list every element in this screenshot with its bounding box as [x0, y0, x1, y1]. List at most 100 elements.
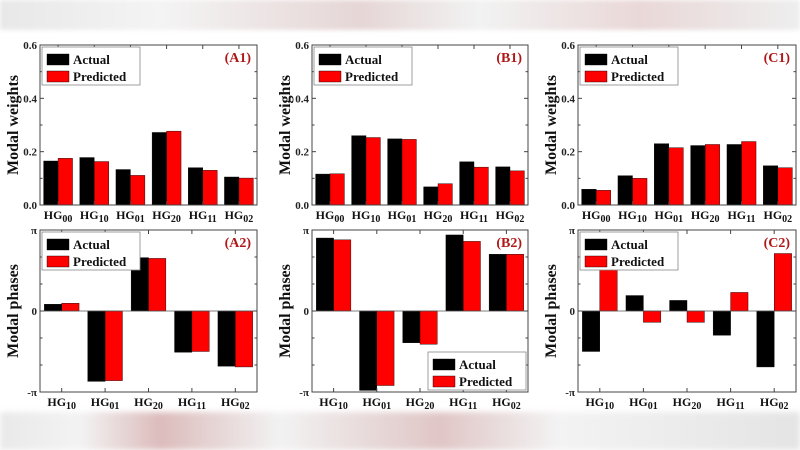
bar-actual-hg00: [581, 189, 597, 206]
x-tick-label-hg20: HG20: [134, 395, 163, 412]
legend-swatch-predicted: [46, 255, 70, 268]
panel-b1: 0.0 0.2 0.4 0.6 HG00 HG10 HG01 HG20 HG11 HG02 Moda…: [277, 40, 529, 225]
legend: Actual Predicted: [579, 231, 679, 271]
x-tick-label-hg02: HG02: [763, 208, 792, 225]
x-tick-label-hg11: HG11: [717, 395, 745, 412]
y-tick-label: 0.2: [295, 147, 309, 159]
bar-actual-hg01: [654, 143, 670, 206]
y-tick-label: 0.6: [561, 40, 575, 52]
y-axis-label: Modal phases: [277, 264, 294, 358]
y-tick-label: 0.4: [23, 93, 37, 105]
x-tick-label-hg00: HG00: [582, 208, 611, 225]
y-tick-label: 0.0: [295, 200, 309, 212]
y-tick-label: π: [31, 225, 37, 237]
legend-swatch-actual: [432, 358, 456, 371]
x-tick-label-hg20: HG20: [673, 395, 702, 412]
x-tick-label-hg02: HG02: [221, 395, 250, 412]
bar-predicted-hg20: [419, 310, 438, 345]
legend-label-predicted: Predicted: [459, 374, 513, 389]
x-tick-label-hg11: HG11: [449, 395, 477, 412]
bar-actual-hg10: [582, 310, 600, 352]
panel-label: (B2): [496, 236, 522, 251]
bar-predicted-hg20: [686, 310, 705, 323]
bar-actual-hg02: [756, 310, 775, 368]
x-tick-label-hg11: HG11: [189, 208, 217, 225]
bar-predicted-hg02: [238, 177, 254, 206]
x-tick-label-hg20: HG20: [406, 395, 435, 412]
x-tick-label-hg01: HG01: [362, 395, 391, 412]
bar-predicted-hg20: [166, 130, 182, 206]
bar-actual-hg02: [217, 310, 236, 367]
x-tick-label-hg20: HG20: [152, 208, 181, 225]
bar-predicted-hg20: [148, 258, 167, 312]
legend-swatch-actual: [318, 53, 342, 66]
legend-label-predicted: Predicted: [611, 69, 665, 84]
legend-swatch-predicted: [584, 70, 608, 83]
bar-predicted-hg11: [202, 170, 218, 206]
bar-actual-hg10: [351, 135, 367, 206]
x-tick-label-hg10: HG10: [618, 208, 647, 225]
bar-actual-hg01: [87, 310, 106, 382]
bar-predicted-hg10: [333, 239, 352, 312]
legend-box: [41, 231, 141, 271]
legend-label-predicted: Predicted: [73, 254, 127, 269]
x-tick-label-hg20: HG20: [691, 208, 720, 225]
legend-label-predicted: Predicted: [73, 69, 127, 84]
legend-box: [41, 46, 141, 86]
bar-actual-hg20: [669, 300, 688, 312]
bar-predicted-hg02: [774, 253, 792, 312]
y-tick-label: 0.6: [295, 40, 309, 52]
legend: Actual Predicted: [427, 351, 527, 391]
y-tick-label: -π: [299, 387, 309, 399]
x-tick-label-hg11: HG11: [727, 208, 755, 225]
x-tick-label-hg02: HG02: [760, 395, 789, 412]
y-tick-label: 0.2: [23, 147, 37, 159]
bar-actual-hg10: [316, 237, 334, 312]
y-tick-label: π: [569, 225, 575, 237]
y-axis-label: Modal phases: [5, 264, 22, 358]
legend-label-predicted: Predicted: [345, 69, 399, 84]
panel-a1: 0.0 0.2 0.4 0.6 HG00 HG10 HG01 HG20 HG11 HG02 Moda…: [5, 40, 258, 225]
x-tick-label-hg10: HG10: [80, 208, 109, 225]
bar-predicted-hg11: [191, 310, 210, 352]
bar-predicted-hg02: [506, 254, 524, 312]
bar-actual-hg11: [445, 234, 464, 312]
y-tick-label: 0: [304, 306, 310, 318]
bar-predicted-hg02: [777, 167, 793, 206]
x-tick-label-hg01: HG01: [629, 395, 658, 412]
bar-predicted-hg01: [376, 310, 395, 386]
x-tick-label-hg11: HG11: [460, 208, 488, 225]
legend-label-actual: Actual: [73, 52, 110, 67]
panel-c2: -π 0 π HG10 HG01 HG20 HG11 HG02 Modal phases (C2)…: [543, 225, 797, 412]
x-tick-label-hg10: HG10: [352, 208, 381, 225]
y-axis-label: Modal weights: [277, 75, 294, 175]
legend-label-actual: Actual: [611, 52, 648, 67]
legend: Actual Predicted: [313, 46, 413, 86]
y-tick-label: 0.0: [561, 200, 575, 212]
bar-predicted-hg11: [463, 241, 481, 312]
x-tick-label-hg10: HG10: [319, 395, 348, 412]
x-tick-label-hg10: HG10: [47, 395, 76, 412]
x-tick-label-hg02: HG02: [492, 395, 521, 412]
bar-predicted-hg01: [643, 310, 662, 323]
bar-predicted-hg10: [94, 161, 109, 206]
bar-predicted-hg00: [329, 173, 345, 206]
y-tick-label: π: [303, 225, 309, 237]
panel-a2: -π 0 π HG10 HG01 HG20 HG11 HG02 Modal phases (A2)…: [5, 225, 258, 412]
legend-swatch-predicted: [318, 70, 342, 83]
x-tick-label-hg02: HG02: [225, 208, 254, 225]
bar-actual-hg11: [726, 144, 742, 206]
y-tick-label: -π: [27, 387, 37, 399]
bar-predicted-hg01: [401, 139, 417, 206]
legend-swatch-predicted: [432, 375, 456, 388]
legend-swatch-actual: [46, 238, 70, 251]
bar-actual-hg20: [151, 132, 167, 206]
legend-label-actual: Actual: [73, 237, 110, 252]
bar-predicted-hg01: [668, 147, 684, 206]
y-tick-label: 0.6: [23, 40, 37, 52]
x-tick-label-hg00: HG00: [316, 208, 345, 225]
bar-predicted-hg11: [473, 166, 489, 206]
y-tick-label: -π: [565, 387, 575, 399]
bar-predicted-hg02: [235, 310, 253, 368]
legend-swatch-actual: [584, 238, 608, 251]
